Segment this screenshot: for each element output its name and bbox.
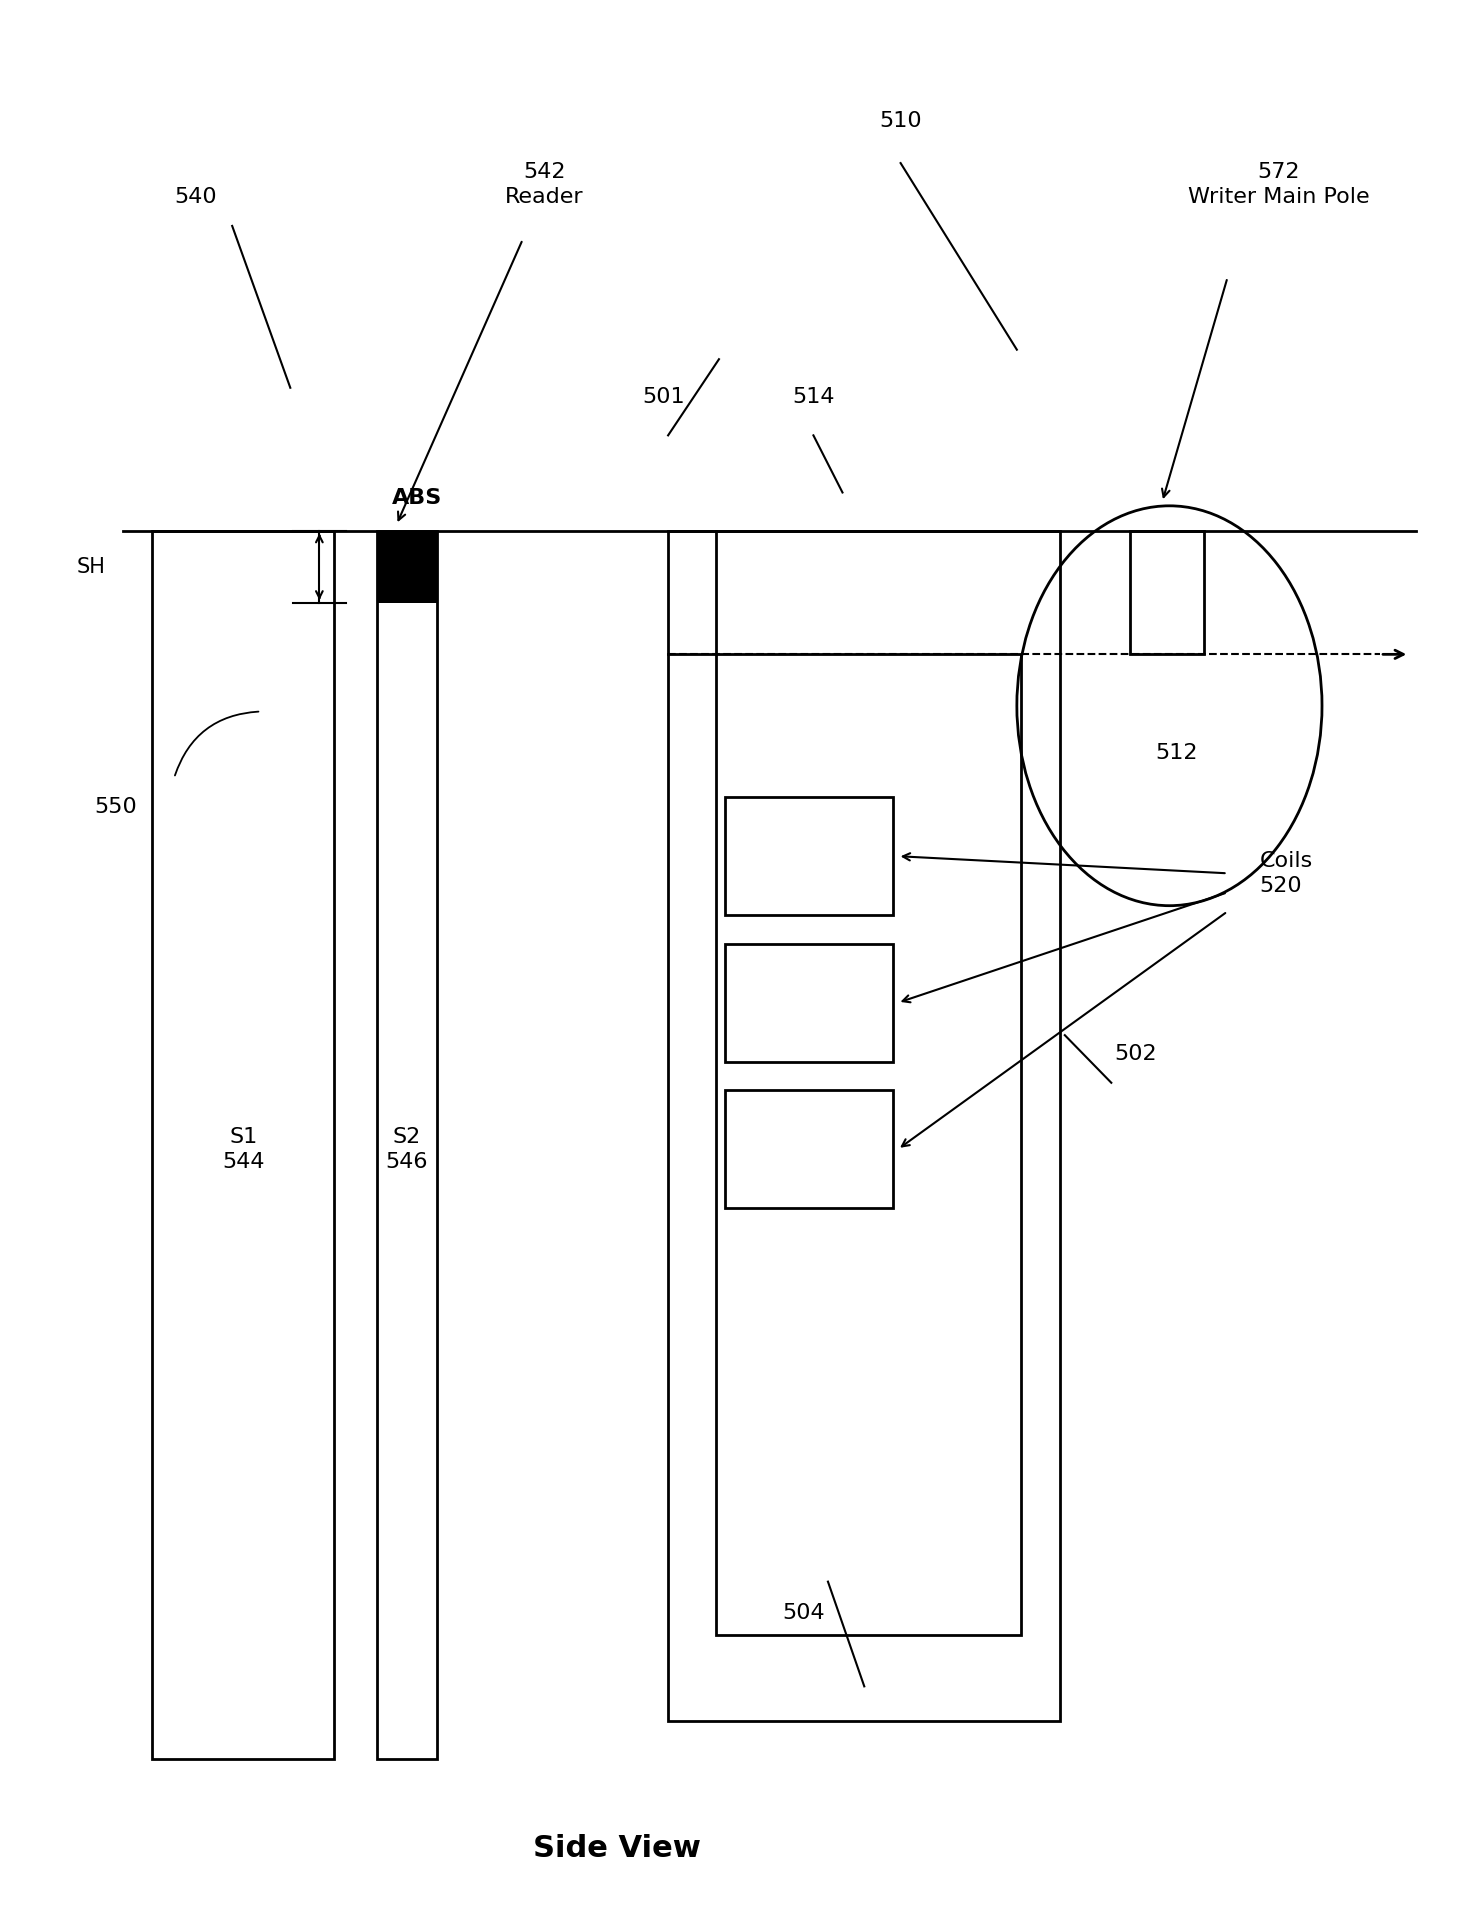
Bar [725, 944, 893, 1063]
Text: ABS: ABS [392, 487, 442, 508]
Text: 542
Reader: 542 Reader [505, 163, 584, 207]
Text: 550: 550 [94, 798, 138, 817]
Text: 501: 501 [643, 387, 685, 407]
Text: 514: 514 [792, 387, 835, 407]
Bar [667, 531, 1061, 1720]
Text: 572
Writer Main Pole: 572 Writer Main Pole [1188, 163, 1369, 207]
Text: Coils
520: Coils 520 [1260, 852, 1313, 896]
Text: 540: 540 [175, 186, 217, 207]
Text: 504: 504 [782, 1603, 824, 1623]
Text: 502: 502 [1115, 1043, 1157, 1064]
Text: SH: SH [76, 556, 106, 577]
Bar [377, 531, 437, 602]
Bar [725, 1091, 893, 1208]
Text: S1
544: S1 544 [223, 1128, 266, 1172]
Text: 510: 510 [879, 111, 921, 130]
Bar [725, 798, 893, 915]
Bar [1130, 531, 1204, 654]
Bar [377, 531, 437, 1759]
Text: Side View: Side View [534, 1834, 701, 1864]
Text: 512: 512 [1156, 744, 1199, 763]
Text: S2
546: S2 546 [386, 1128, 428, 1172]
Bar [153, 531, 334, 1759]
Bar [716, 654, 1021, 1634]
